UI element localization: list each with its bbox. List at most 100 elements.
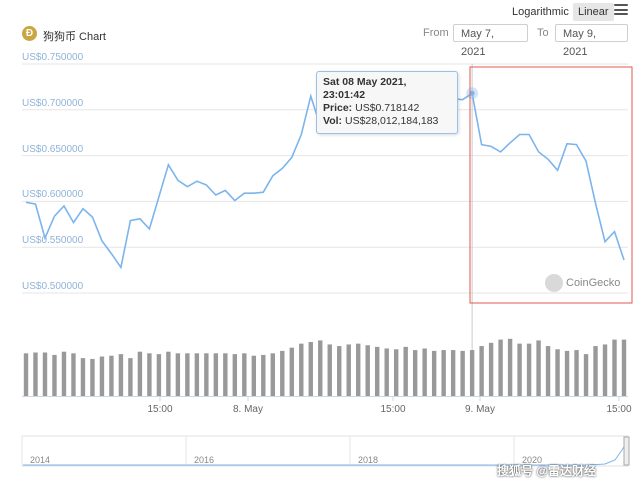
volume-bar	[213, 353, 219, 396]
volume-bar	[337, 346, 342, 396]
volume-bar	[583, 354, 589, 396]
volume-bar	[280, 350, 285, 396]
navigator-handle	[623, 436, 630, 466]
volume-bar	[403, 346, 408, 396]
volume-bar	[564, 350, 570, 396]
volume-bar	[536, 340, 541, 396]
volume-bar	[450, 350, 456, 396]
x-tick-label: 15:00	[380, 404, 405, 415]
coingecko-text: CoinGecko	[566, 277, 621, 289]
volume-bar	[384, 348, 389, 396]
volume-bar	[375, 346, 380, 396]
volume-bar	[460, 350, 465, 396]
volume-bar	[574, 350, 579, 396]
to-date-input[interactable]: May 9, 2021	[555, 24, 628, 58]
volume-bar	[52, 354, 57, 396]
volume-bar	[526, 343, 532, 396]
volume-bar	[422, 348, 427, 396]
tooltip-price-label: Price:	[323, 102, 353, 114]
x-tick-label: 15:00	[606, 404, 631, 415]
volume-bar	[147, 353, 152, 396]
volume-bar	[137, 351, 143, 396]
hover-point	[469, 90, 475, 96]
tooltip-vol-label: Vol:	[323, 115, 343, 127]
volume-bar	[365, 345, 370, 396]
volume-bar	[555, 349, 560, 396]
volume-bar	[166, 351, 171, 396]
volume-bar	[61, 351, 67, 396]
volume-bar	[308, 342, 313, 396]
volume-bar	[498, 339, 503, 396]
volume-bar	[109, 355, 114, 396]
volume-bar	[23, 353, 29, 396]
y-tick-label: US$0.500000	[22, 281, 84, 292]
volume-bar	[488, 342, 494, 396]
y-tick-label: US$0.750000	[22, 52, 84, 63]
y-tick-label: US$0.550000	[22, 235, 84, 247]
volume-bar	[517, 343, 522, 396]
volume-bar	[118, 354, 124, 396]
hamburger-menu-icon[interactable]	[614, 4, 628, 15]
x-tick-label: 9. May	[465, 404, 495, 415]
price-tooltip: Sat 08 May 2021, 23:01:42 Price: US$0.71…	[316, 71, 458, 134]
tooltip-date: Sat 08 May 2021, 23:01:42	[323, 76, 407, 101]
volume-bar	[412, 350, 418, 396]
volume-bar	[356, 343, 361, 396]
y-tick-label: US$0.700000	[22, 97, 84, 109]
volume-bar	[545, 346, 551, 396]
volume-bar	[318, 340, 323, 396]
to-label: To	[537, 27, 549, 39]
y-tick-label: US$0.600000	[22, 189, 84, 201]
volume-bar	[469, 350, 475, 396]
volume-bar	[327, 344, 332, 396]
volume-bar	[299, 343, 304, 396]
x-tick-label: 15:00	[147, 404, 172, 415]
volume-bar	[33, 352, 38, 396]
volume-bar	[194, 353, 200, 396]
coingecko-icon	[545, 274, 563, 292]
volume-bar	[99, 356, 105, 396]
from-date-input[interactable]: May 7, 2021	[453, 24, 528, 58]
volume-bar	[128, 358, 133, 396]
volume-bar	[479, 346, 484, 396]
volume-bar	[42, 352, 48, 396]
volume-bar	[507, 338, 513, 396]
volume-bar	[223, 353, 228, 396]
dogecoin-icon: Ð	[22, 26, 37, 41]
from-label: From	[423, 27, 449, 39]
navigator-series	[23, 439, 629, 466]
volume-bar	[232, 354, 238, 396]
volume-bar	[621, 339, 627, 396]
navigator-year-label: 2014	[30, 455, 50, 465]
volume-bar	[431, 350, 437, 396]
volume-bar	[204, 353, 209, 396]
volume-bar	[289, 347, 294, 396]
volume-bar	[90, 358, 95, 396]
navigator-year-label: 2020	[522, 455, 542, 465]
volume-bar	[602, 344, 608, 396]
chart-title: 狗狗币 Chart	[43, 31, 106, 43]
volume-bar	[71, 353, 76, 396]
volume-bar	[346, 344, 351, 396]
logarithmic-scale-button[interactable]: Logarithmic	[512, 6, 569, 18]
x-tick-label: 8. May	[233, 404, 263, 415]
volume-bar	[393, 349, 399, 396]
navigator-box	[21, 435, 629, 467]
coingecko-watermark: CoinGecko	[545, 274, 620, 292]
volume-bar	[593, 346, 598, 396]
navigator-year-label: 2016	[194, 455, 214, 465]
volume-bar	[175, 353, 181, 396]
tooltip-price-value: US$0.718142	[355, 102, 420, 114]
volume-bar	[156, 354, 162, 396]
volume-bar	[612, 339, 617, 396]
tooltip-vol-value: US$28,012,184,183	[344, 115, 439, 127]
volume-bar	[80, 358, 86, 396]
volume-bar	[441, 350, 446, 396]
volume-bar	[261, 354, 266, 396]
linear-scale-button[interactable]: Linear	[573, 3, 614, 21]
volume-bar	[270, 353, 275, 396]
y-tick-label: US$0.650000	[22, 143, 84, 155]
highlight-box	[469, 66, 633, 304]
volume-bar	[242, 353, 247, 396]
